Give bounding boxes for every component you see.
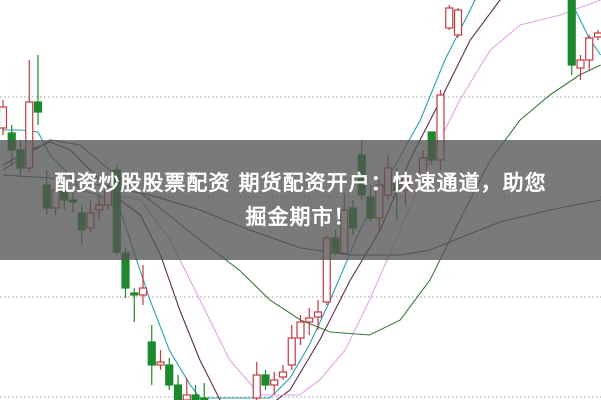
candle-body xyxy=(567,0,576,66)
headline-line-2: 掘金期市！ xyxy=(245,205,356,229)
candle-body xyxy=(270,379,279,386)
candle-body xyxy=(585,37,594,61)
candle-body xyxy=(138,287,148,296)
candle-body xyxy=(305,317,314,323)
candle-body xyxy=(453,9,463,36)
candle-body xyxy=(200,397,209,400)
candle-body xyxy=(191,394,200,400)
candle-body xyxy=(0,106,8,129)
headline-line-1: 配资炒股股票配资 期货配资开户：快速通道，助您 xyxy=(54,171,547,195)
candle-body xyxy=(445,7,454,29)
candle-body xyxy=(130,292,139,296)
candle-body xyxy=(313,311,323,318)
candle-body xyxy=(287,337,296,366)
candle-body xyxy=(261,374,270,386)
candle-body xyxy=(252,374,261,399)
candle-body xyxy=(296,321,305,339)
headline-banner: 配资炒股股票配资 期货配资开户：快速通道，助您 掘金期市！ xyxy=(0,140,601,260)
candle-body xyxy=(173,384,183,400)
candle-body xyxy=(278,371,288,378)
candle-body xyxy=(33,101,43,113)
candle-body xyxy=(182,394,191,400)
candle-body xyxy=(576,59,585,69)
candle-body xyxy=(593,32,601,38)
candle-body xyxy=(156,361,165,366)
candle-body xyxy=(165,364,174,386)
candle-body xyxy=(147,341,156,366)
